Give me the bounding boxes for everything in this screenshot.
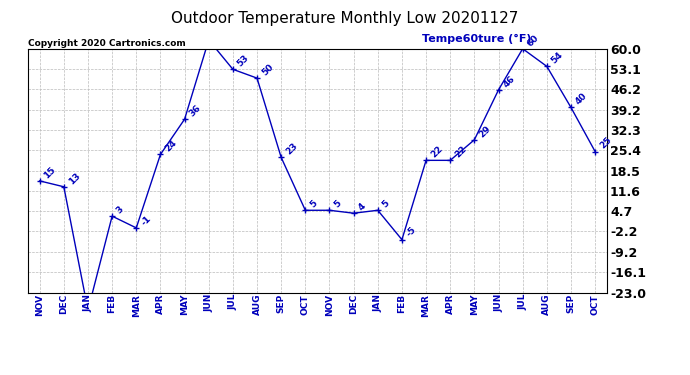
Text: 4: 4	[357, 201, 367, 212]
Text: 29: 29	[477, 124, 493, 139]
Text: -5: -5	[405, 225, 418, 239]
Text: 25: 25	[598, 135, 613, 151]
Text: Tempe60ture (°F): Tempe60ture (°F)	[422, 34, 531, 44]
Text: 15: 15	[43, 165, 58, 180]
Text: 22: 22	[453, 144, 469, 160]
Text: 36: 36	[188, 103, 203, 118]
Text: 23: 23	[284, 141, 299, 157]
Text: 5: 5	[381, 199, 391, 210]
Text: 22: 22	[429, 144, 444, 160]
Text: 60: 60	[526, 33, 540, 48]
Text: 40: 40	[574, 92, 589, 107]
Text: 13: 13	[67, 171, 82, 186]
Text: -29: -29	[0, 374, 1, 375]
Text: -1: -1	[139, 214, 152, 227]
Text: Outdoor Temperature Monthly Low 20201127: Outdoor Temperature Monthly Low 20201127	[171, 11, 519, 26]
Text: Copyright 2020 Cartronics.com: Copyright 2020 Cartronics.com	[28, 39, 186, 48]
Text: 5: 5	[308, 199, 319, 210]
Text: 3: 3	[115, 205, 126, 215]
Text: 24: 24	[164, 138, 179, 154]
Text: 63: 63	[0, 374, 1, 375]
Text: 50: 50	[260, 62, 275, 77]
Text: 46: 46	[502, 74, 517, 89]
Text: 53: 53	[236, 53, 251, 69]
Text: 5: 5	[333, 199, 343, 210]
Text: 54: 54	[550, 50, 565, 66]
